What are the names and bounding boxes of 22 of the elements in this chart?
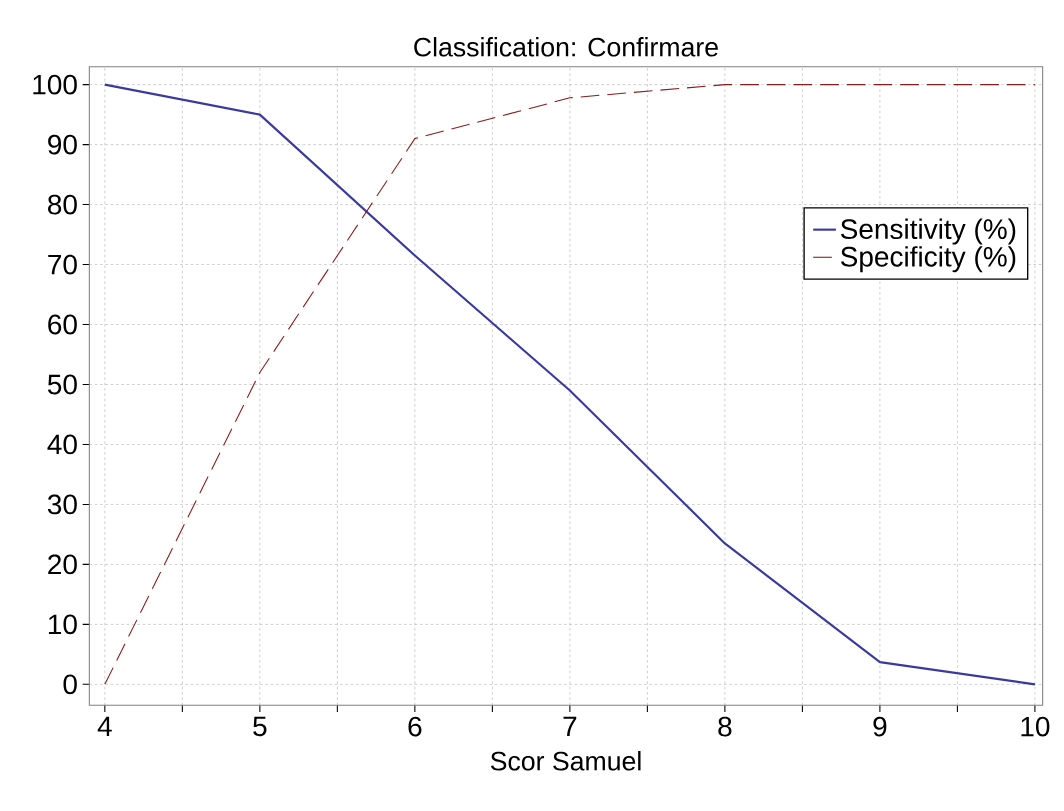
y-tick-label: 70 [48, 254, 77, 275]
x-tick-label: 8 [718, 716, 732, 737]
y-tick-label: 60 [48, 314, 77, 335]
y-tick-label: 50 [47, 374, 77, 395]
y-tick-label: 20 [48, 554, 77, 575]
chart-title: Classification: Confirmare [414, 37, 718, 57]
x-tick-label: 6 [408, 716, 422, 737]
x-axis-title: Scor Samuel [490, 751, 641, 771]
y-tick-label: 100 [33, 74, 77, 95]
x-tick-label: 4 [97, 716, 112, 737]
y-tick-label: 90 [48, 134, 77, 155]
x-tick-label: 7 [563, 716, 577, 737]
y-tick-label: 30 [47, 494, 77, 515]
x-tick-label: 5 [253, 716, 267, 737]
x-tick-label: 9 [873, 716, 887, 737]
y-tick-label: 10 [48, 614, 77, 635]
y-tick-label: 80 [48, 194, 77, 215]
legend-label: Sensitivity (%) [840, 218, 1016, 245]
y-tick-label: 40 [47, 434, 77, 455]
x-tick-label: 10 [1021, 716, 1050, 737]
y-tick-label: 0 [63, 674, 77, 695]
legend-label: Specificity (%) [840, 246, 1016, 273]
